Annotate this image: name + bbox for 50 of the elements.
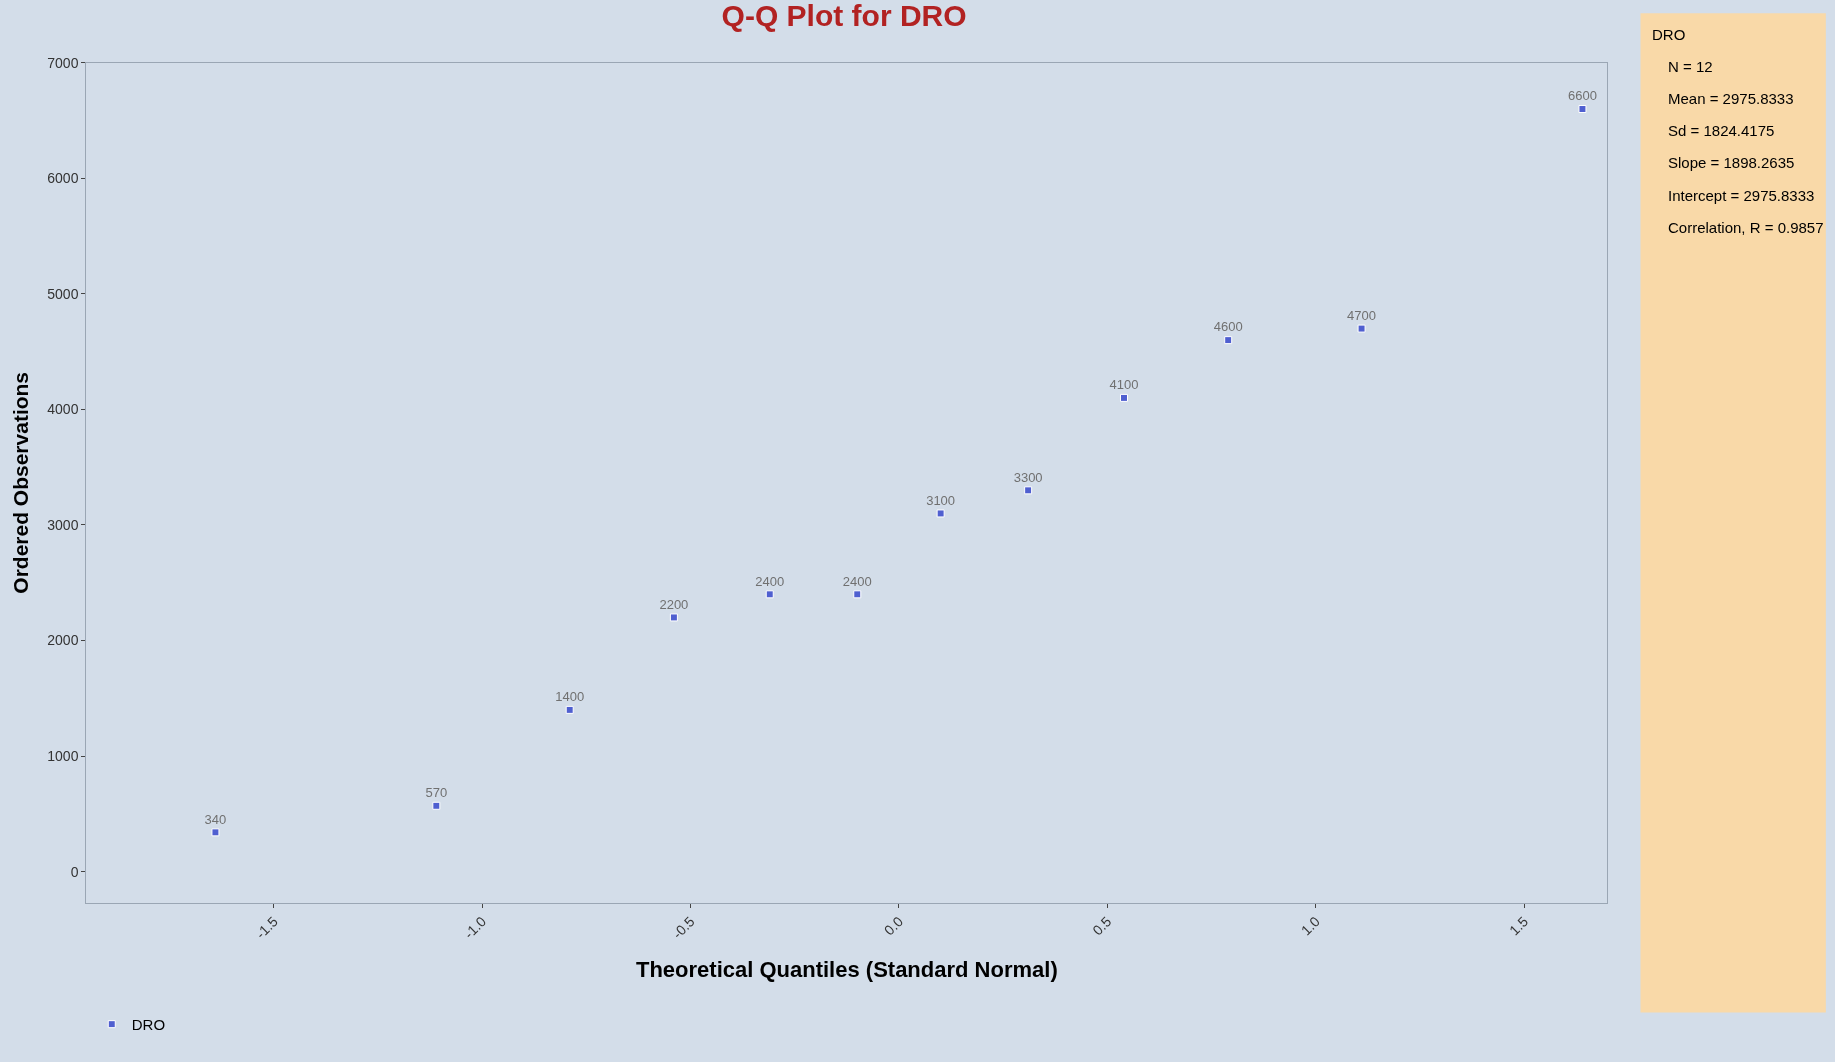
text: Sd = 1824.4175 (1668, 122, 1775, 139)
data-label: 2400 (842, 573, 872, 589)
data-label: 4600 (1213, 319, 1243, 335)
y-tick-label: 3000 (47, 516, 79, 533)
point (1578, 105, 1587, 114)
text: Correlation, R = 0.9857 (1668, 219, 1824, 236)
x-axis-title: Theoretical Quantiles (Standard Normal) (635, 956, 1058, 982)
data-label: 4700 (1347, 307, 1377, 323)
text: Slope = 1898.2635 (1668, 154, 1795, 171)
text: Mean = 2975.8333 (1668, 90, 1794, 107)
x-tick-label: -1.5 (252, 913, 282, 942)
point (1024, 486, 1033, 495)
x-tick-label: 1.0 (1297, 913, 1323, 939)
legend-label: DRO (131, 1016, 166, 1034)
text: DRO (1652, 26, 1686, 43)
point (1357, 324, 1366, 333)
data-label: 3300 (1013, 469, 1043, 485)
y-tick-label: 1000 (47, 748, 79, 764)
point (853, 590, 862, 599)
data-label: 4100 (1109, 377, 1139, 393)
y-tick-label: 4000 (47, 401, 79, 418)
x-tick-label: 1.5 (1506, 913, 1532, 939)
data-label: 3100 (926, 492, 956, 508)
data-label: 570 (425, 785, 448, 801)
point (936, 509, 945, 518)
point (669, 613, 678, 622)
data-label: 2400 (755, 573, 785, 589)
data-label: 6600 (1567, 88, 1597, 104)
data-label: 340 (204, 811, 227, 827)
x-tick-label: 0.5 (1089, 913, 1115, 939)
x-tick-label: -1.0 (460, 913, 490, 942)
point (1120, 393, 1129, 402)
y-tick-label: 6000 (47, 170, 79, 187)
point (1224, 336, 1233, 345)
point (432, 801, 441, 810)
y-tick-label: 0 (70, 863, 79, 880)
data-label: 1400 (555, 689, 585, 705)
x-tick-label: 0.0 (880, 913, 907, 939)
x-tick-label: -0.5 (669, 913, 698, 942)
y-tick-label: 7000 (47, 54, 79, 71)
y-tick-label: 2000 (47, 632, 79, 649)
chart-title: Q-Q Plot for DRO (721, 0, 967, 33)
data-label: 2200 (659, 596, 689, 612)
text: N = 12 (1668, 58, 1713, 75)
y-tick-label: 5000 (47, 285, 79, 302)
text: Intercept = 2975.8333 (1668, 187, 1815, 204)
point (565, 705, 574, 714)
point (765, 590, 774, 599)
y-axis-title: Ordered Observations (9, 371, 33, 594)
point (211, 828, 220, 837)
